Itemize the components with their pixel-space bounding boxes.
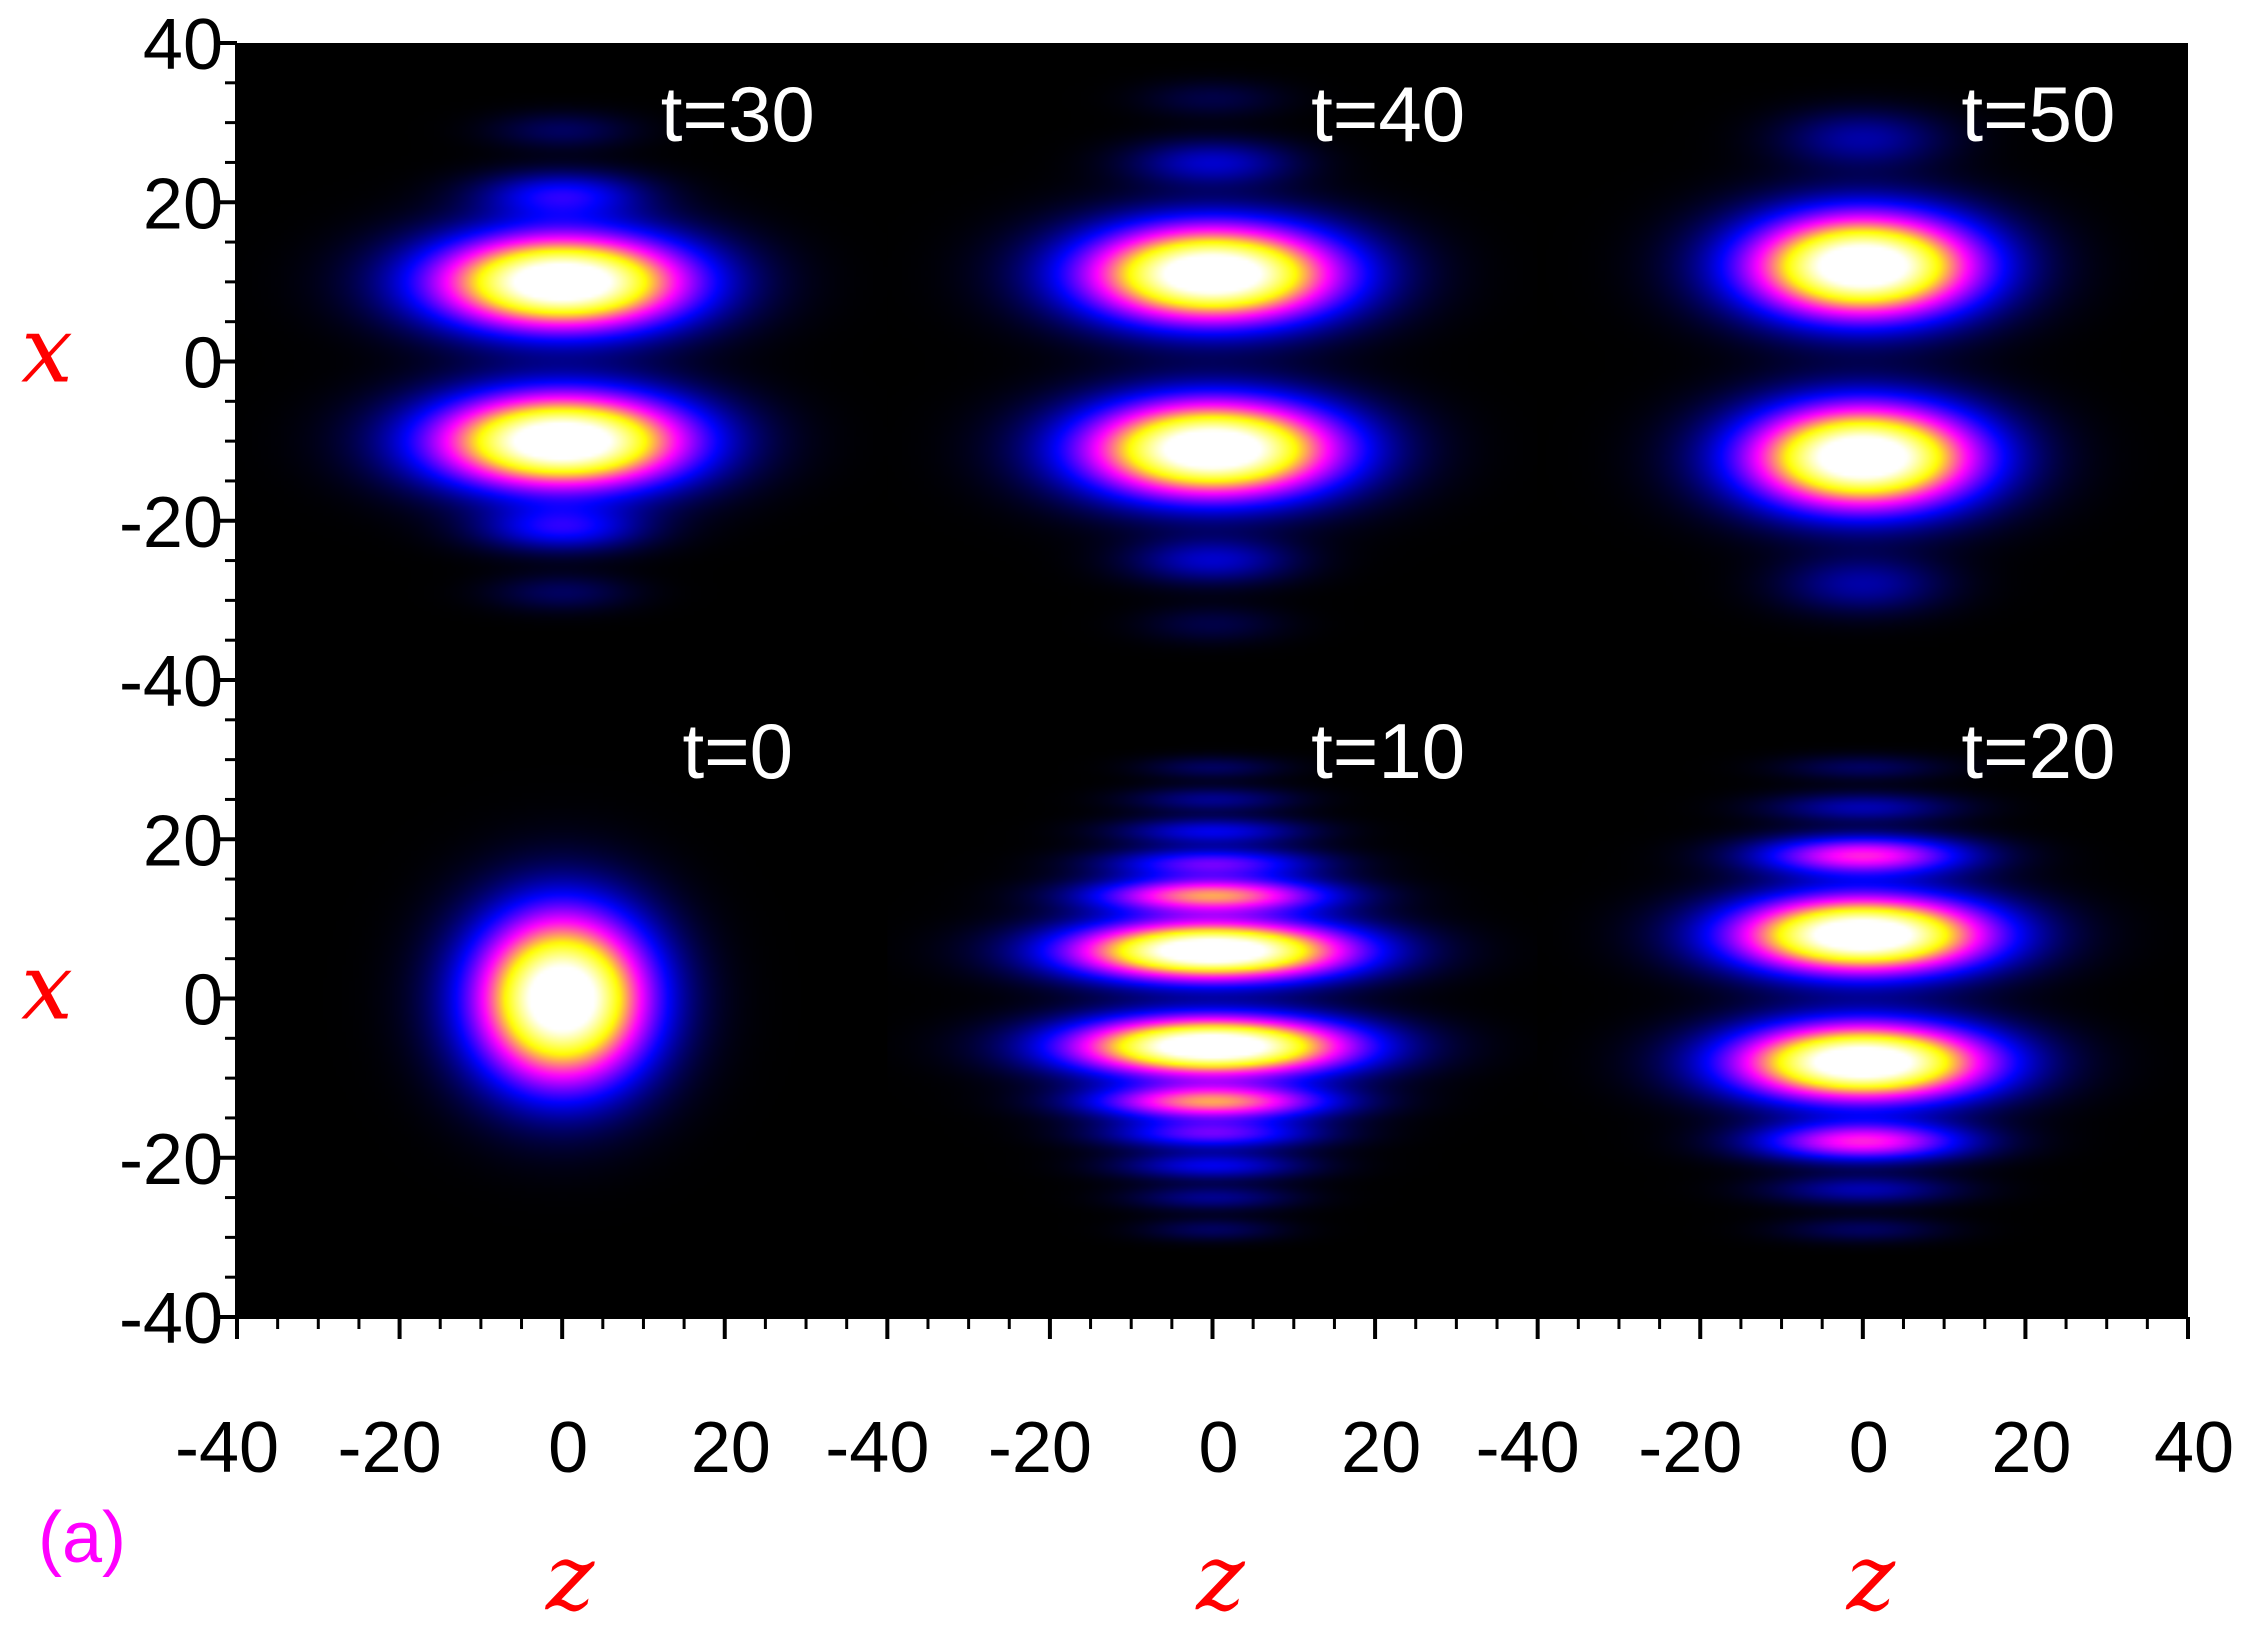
y-tick-label: -20 — [119, 1120, 223, 1200]
density-panel-t-30 — [237, 43, 888, 680]
y-tick-label: 0 — [183, 961, 223, 1041]
x-tick-label: 20 — [1341, 1408, 1421, 1488]
time-label: t=10 — [1311, 707, 1465, 795]
x-tick-label: -20 — [338, 1408, 442, 1488]
panel-tag: (a) — [38, 1498, 126, 1578]
x-tick-label: -20 — [1638, 1408, 1742, 1488]
plot-area — [237, 43, 2188, 1317]
x-tick-label: 0 — [1849, 1408, 1889, 1488]
y-tick-label: -20 — [119, 483, 223, 563]
time-label: t=30 — [661, 70, 815, 158]
y-tick-label: 20 — [143, 801, 223, 881]
x-axis-label: z — [1195, 1524, 1245, 1625]
y-tick-label: 20 — [143, 164, 223, 244]
x-tick-label: -20 — [988, 1408, 1092, 1488]
x-tick-label: 20 — [1991, 1408, 2071, 1488]
tick-labels: 40 20 0 -20 -40 x 20 0 -20 -40 x -40 -20 0 20 z -40 -20 0 2… — [21, 5, 2234, 1625]
x-tick-label: 40 — [2154, 1408, 2234, 1488]
density-panel-t-0 — [237, 680, 888, 1317]
annotations: t=30 t=40 t=50 t=0 t=10 t=20 (a) — [38, 70, 2115, 1578]
y-tick-label: 0 — [183, 324, 223, 404]
y-axis-label: x — [21, 297, 73, 404]
time-label: t=0 — [682, 707, 793, 795]
x-tick-label: 0 — [548, 1408, 588, 1488]
x-tick-label: 20 — [691, 1408, 771, 1488]
y-tick-label: -40 — [119, 642, 223, 722]
time-label: t=50 — [1961, 70, 2115, 158]
x-tick-label: -40 — [825, 1408, 929, 1488]
x-tick-label: -40 — [1476, 1408, 1580, 1488]
y-axis-label: x — [21, 934, 73, 1041]
x-axis-label: z — [545, 1524, 595, 1625]
time-label: t=20 — [1961, 707, 2115, 795]
axis-ticks — [215, 41, 2190, 1339]
density-panel-t-40 — [887, 43, 1538, 680]
y-tick-label: -40 — [119, 1279, 223, 1359]
time-label: t=40 — [1311, 70, 1465, 158]
x-tick-label: -40 — [175, 1408, 279, 1488]
density-panel-t-20 — [1537, 680, 2188, 1317]
x-tick-label: 0 — [1198, 1408, 1238, 1488]
x-axis-label: z — [1846, 1524, 1896, 1625]
density-panel-t-50 — [1537, 43, 2188, 680]
y-tick-label: 40 — [143, 5, 223, 85]
density-panel-t-10 — [887, 680, 1538, 1317]
